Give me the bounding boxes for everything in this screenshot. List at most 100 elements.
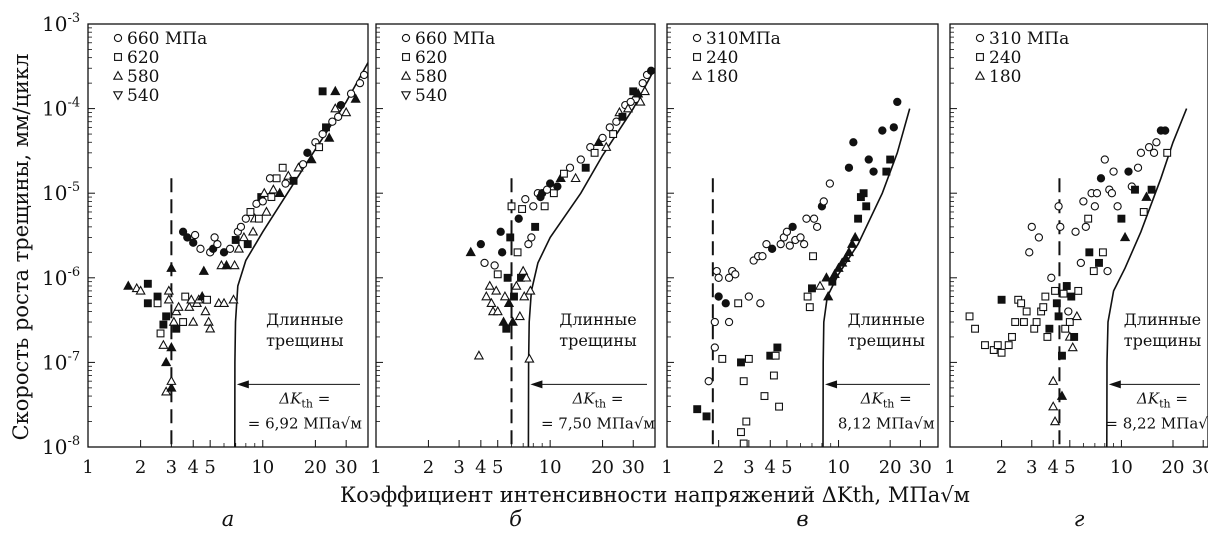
data-point — [555, 172, 566, 183]
plot-area — [965, 108, 1188, 447]
y-tick-base: 10 — [42, 435, 67, 459]
data-point — [498, 316, 509, 326]
x-tick-label: 4 — [1047, 457, 1058, 478]
data-point — [734, 299, 743, 308]
y-tick-label: 10-3 — [42, 11, 80, 36]
x-tick-label: 1 — [82, 457, 93, 478]
data-point — [228, 294, 239, 304]
plot-area — [693, 97, 911, 447]
data-point — [1144, 143, 1154, 152]
data-point — [693, 405, 702, 414]
data-point — [254, 214, 263, 223]
x-tick-label: 5 — [492, 457, 503, 478]
data-point — [1141, 191, 1152, 201]
data-point — [739, 377, 748, 386]
data-point — [859, 189, 868, 198]
data-point — [1017, 299, 1026, 308]
panel-letter: в — [796, 507, 808, 531]
x-tick-label: 2 — [996, 457, 1007, 478]
data-point — [854, 214, 863, 223]
threshold-value: = 8,22 МПа√м — [1105, 414, 1208, 432]
data-point — [221, 259, 232, 270]
data-point — [823, 291, 834, 301]
data-point — [1061, 324, 1070, 333]
data-point — [179, 318, 188, 326]
data-point — [590, 148, 599, 157]
data-point — [243, 240, 252, 249]
data-point — [814, 280, 826, 290]
x-tick-label: 20 — [591, 457, 614, 478]
data-point — [161, 356, 172, 367]
data-point — [737, 428, 745, 437]
y-tick-base: 10 — [42, 181, 67, 205]
data-point — [506, 233, 515, 242]
data-point — [289, 176, 298, 185]
data-point — [507, 202, 516, 211]
data-point — [514, 310, 525, 321]
data-point — [205, 323, 216, 333]
data-point — [241, 214, 250, 223]
data-point — [803, 292, 812, 301]
data-point — [559, 169, 568, 178]
data-point — [598, 133, 607, 143]
data-point — [825, 179, 835, 188]
data-point — [507, 316, 518, 326]
data-point — [196, 244, 205, 253]
data-point — [1100, 155, 1109, 164]
data-point — [1084, 214, 1093, 223]
data-point — [758, 252, 767, 261]
legend-entry: 240 — [989, 48, 1021, 68]
threshold-value: 8,12 МПа√м — [838, 414, 935, 432]
data-point — [850, 231, 861, 242]
data-point — [267, 193, 276, 202]
data-point — [639, 85, 651, 96]
data-point — [997, 348, 1006, 357]
y-tick-exponent: -3 — [67, 11, 80, 26]
data-point — [246, 208, 255, 216]
data-point — [265, 174, 275, 183]
data-point — [1048, 401, 1059, 411]
y-tick-label: 10-5 — [42, 180, 80, 205]
data-point — [1092, 189, 1102, 198]
data-point — [1067, 341, 1078, 352]
threshold-subscript: th — [883, 397, 895, 410]
x-tick-label: 5 — [781, 457, 792, 478]
data-point — [188, 316, 199, 326]
data-point — [1047, 273, 1056, 282]
legend-marker — [113, 33, 123, 43]
data-point — [1048, 375, 1059, 385]
data-point — [268, 184, 279, 194]
data-point — [809, 214, 819, 223]
data-point — [1004, 341, 1013, 350]
data-point — [769, 371, 778, 380]
long-cracks-label: трещины — [559, 331, 637, 350]
y-tick-label: 10-6 — [42, 265, 80, 290]
y-tick-exponent: -7 — [67, 349, 80, 364]
data-point — [166, 382, 177, 392]
data-point — [775, 402, 784, 411]
x-tick-label: 3 — [166, 457, 177, 478]
data-point — [166, 375, 177, 385]
data-point — [771, 351, 780, 360]
data-point — [261, 206, 272, 216]
data-point — [609, 130, 618, 139]
data-point — [1107, 189, 1117, 198]
data-point — [178, 227, 188, 236]
data-point — [1034, 233, 1044, 242]
data-point — [1149, 148, 1159, 157]
data-point — [844, 163, 854, 172]
data-point — [1095, 258, 1103, 267]
x-tick-label: 5 — [1064, 457, 1075, 478]
legend-marker — [112, 70, 124, 80]
legend-marker — [691, 70, 703, 80]
data-point — [1022, 307, 1031, 316]
data-point — [274, 187, 285, 197]
plot-frame — [666, 23, 939, 448]
data-point — [198, 265, 209, 275]
data-point — [1074, 286, 1083, 295]
data-point — [200, 305, 211, 316]
data-point — [1076, 258, 1086, 268]
data-point — [889, 123, 898, 132]
data-point — [1011, 318, 1020, 326]
